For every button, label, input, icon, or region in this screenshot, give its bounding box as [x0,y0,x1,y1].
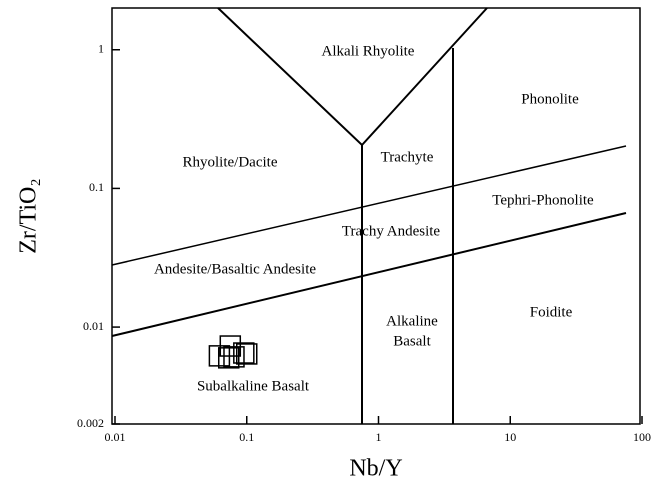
data-point [219,335,242,357]
x-tick-label: 1 [376,430,382,444]
field-boundary [111,145,627,266]
x-tick-label: 10 [504,430,516,444]
y-tick-label: 0.002 [77,416,104,430]
data-point [233,342,255,364]
y-tick-label: 0.01 [83,319,104,333]
field-label: Alkaline [386,313,438,329]
x-tick-label: 0.1 [239,430,254,444]
field-boundary [111,212,627,337]
field-label: Tephri-Phonolite [492,192,594,208]
y-axis-title: Zr/TiO₂ [16,178,42,254]
x-tick-label: 0.01 [105,430,126,444]
data-point [236,343,258,365]
plot-frame [111,7,641,425]
field-label: Phonolite [521,91,579,107]
field-label: Trachy Andesite [342,223,441,239]
field-label: Trachyte [381,149,434,165]
field-label: Basalt [393,333,431,349]
y-tick-label: 0.1 [89,180,104,194]
x-axis-title: Nb/Y [349,456,402,482]
field-label: Foidite [530,304,573,320]
field-label: Rhyolite/Dacite [183,154,278,170]
data-point [217,347,240,369]
field-label: Andesite/Basaltic Andesite [154,261,316,277]
field-boundary [217,7,488,147]
y-tick-label: 1 [98,41,104,55]
field-label: Alkali Rhyolite [322,43,415,59]
x-tick-label: 100 [633,430,651,444]
field-label: Subalkaline Basalt [197,378,310,394]
